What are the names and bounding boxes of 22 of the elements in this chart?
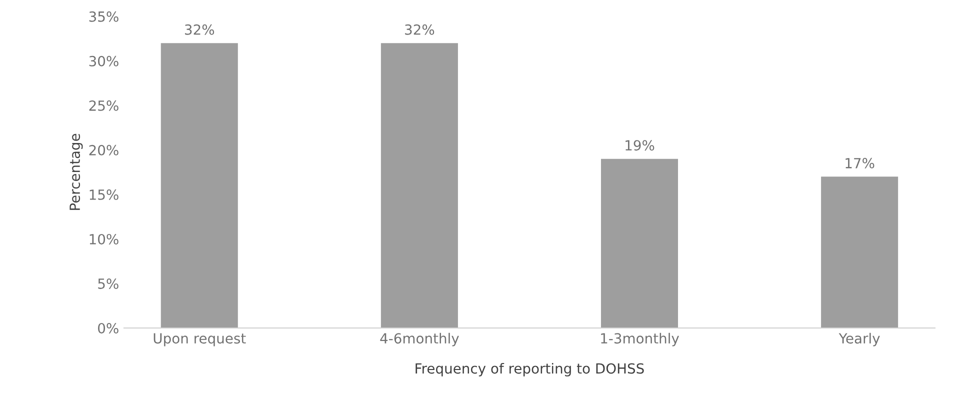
data-label: 32% (405, 24, 434, 35)
x-tick-label: 4-6monthly (380, 332, 459, 346)
y-tick-label: 30% (89, 56, 118, 66)
y-tick-label: 20% (89, 144, 118, 156)
y-tick-label: 0% (98, 322, 118, 334)
y-tick-label: 35% (89, 11, 118, 22)
bar (380, 43, 458, 328)
y-tick-label: 10% (90, 234, 118, 244)
x-tick-label: Upon request (154, 333, 246, 346)
data-label: 32% (185, 24, 214, 35)
x-tick-label: Yearly (838, 332, 880, 346)
data-label: 17% (846, 158, 874, 168)
y-tick-label: 25% (89, 100, 118, 111)
data-label: 19% (626, 140, 654, 151)
y-tick-label: 5% (98, 278, 118, 289)
x-tick-label: 1-3monthly (601, 332, 680, 346)
y-axis-title: Percentage (70, 134, 83, 210)
x-axis-title: Frequency of reporting to DOHSS (416, 362, 644, 376)
bar (600, 158, 678, 328)
bar (160, 43, 238, 328)
y-tick-label: 15% (90, 189, 118, 200)
bar (821, 176, 898, 328)
